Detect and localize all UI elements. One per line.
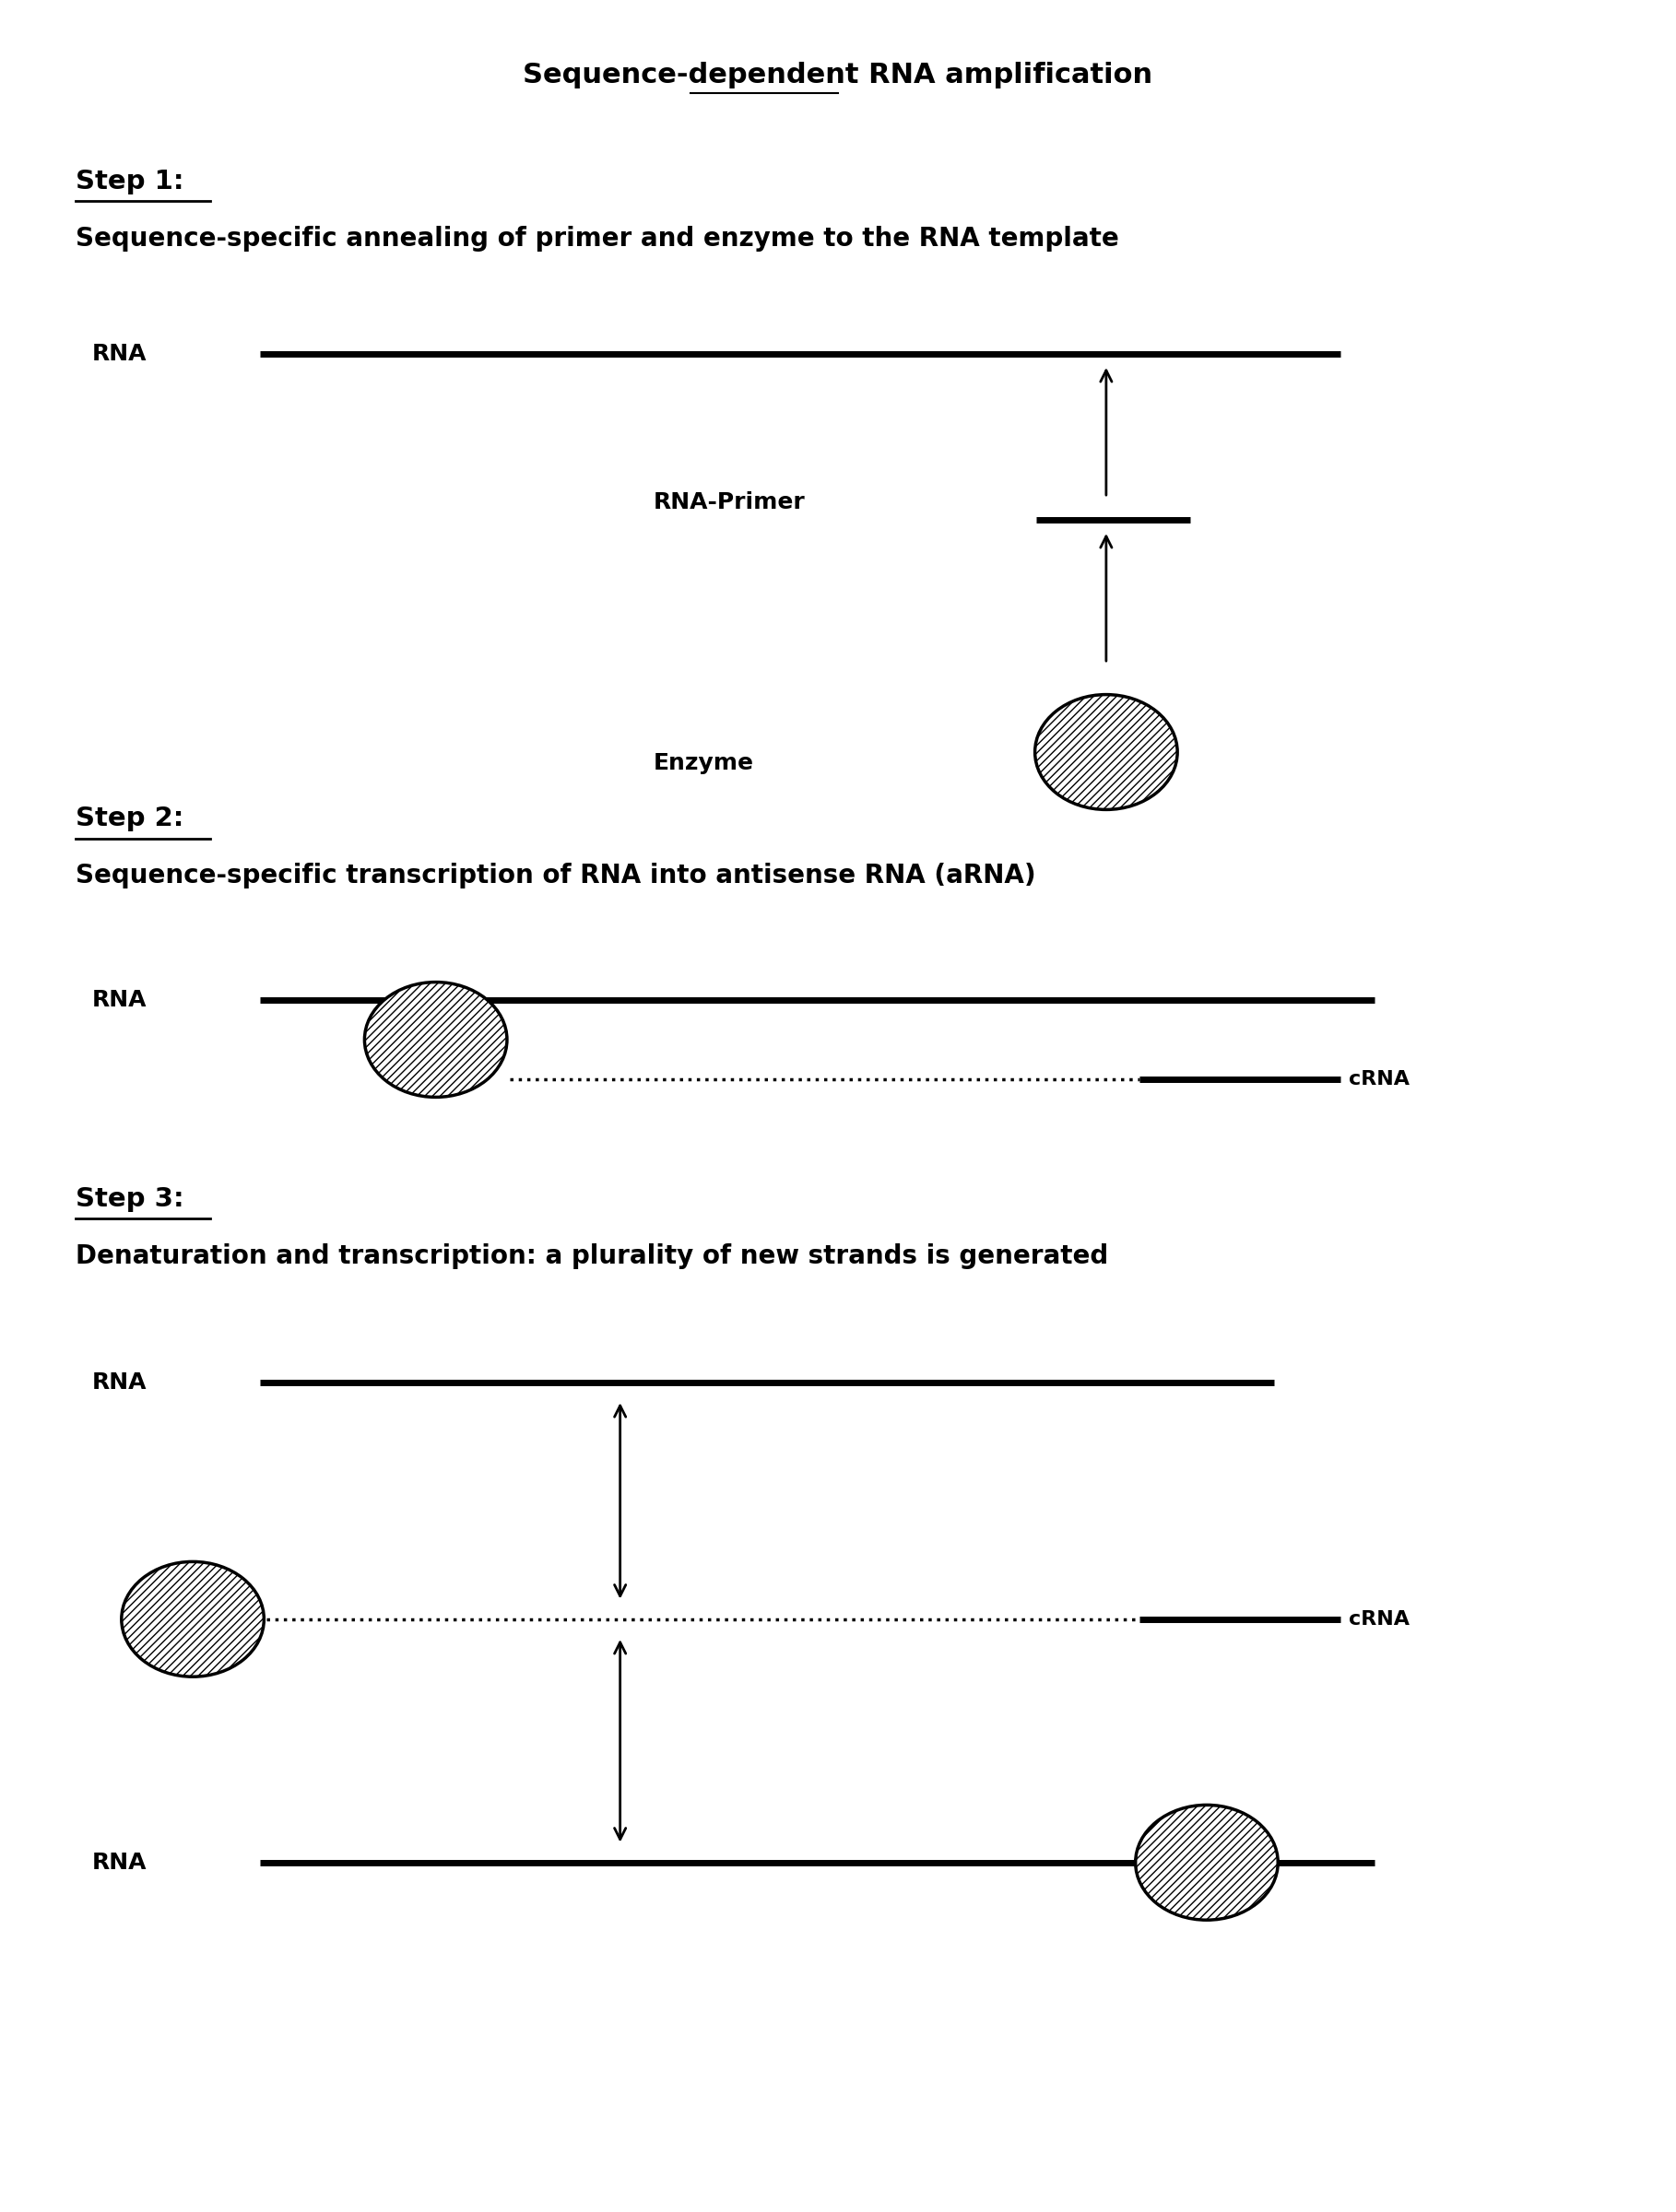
Text: RNA: RNA <box>92 989 147 1011</box>
Ellipse shape <box>1135 1805 1279 1920</box>
Text: RNA: RNA <box>92 343 147 365</box>
Ellipse shape <box>365 982 506 1097</box>
Ellipse shape <box>1034 695 1178 810</box>
Text: RNA: RNA <box>92 1371 147 1394</box>
Text: RNA: RNA <box>92 1851 147 1874</box>
Text: Sequence-dependent RNA amplification: Sequence-dependent RNA amplification <box>523 62 1153 88</box>
Text: Step 2:: Step 2: <box>75 805 184 832</box>
Text: cRNA: cRNA <box>1349 1610 1410 1628</box>
Text: Sequence-specific transcription of RNA into antisense RNA (aRNA): Sequence-specific transcription of RNA i… <box>75 863 1036 889</box>
Text: cRNA: cRNA <box>1349 1071 1410 1088</box>
Ellipse shape <box>121 1562 265 1677</box>
Text: Sequence-specific annealing of primer and enzyme to the RNA template: Sequence-specific annealing of primer an… <box>75 226 1120 252</box>
Text: RNA-Primer: RNA-Primer <box>654 491 806 513</box>
Text: Step 1:: Step 1: <box>75 168 184 195</box>
Text: Enzyme: Enzyme <box>654 752 754 774</box>
Text: Denaturation and transcription: a plurality of new strands is generated: Denaturation and transcription: a plural… <box>75 1243 1108 1270</box>
Text: Step 3:: Step 3: <box>75 1186 184 1212</box>
